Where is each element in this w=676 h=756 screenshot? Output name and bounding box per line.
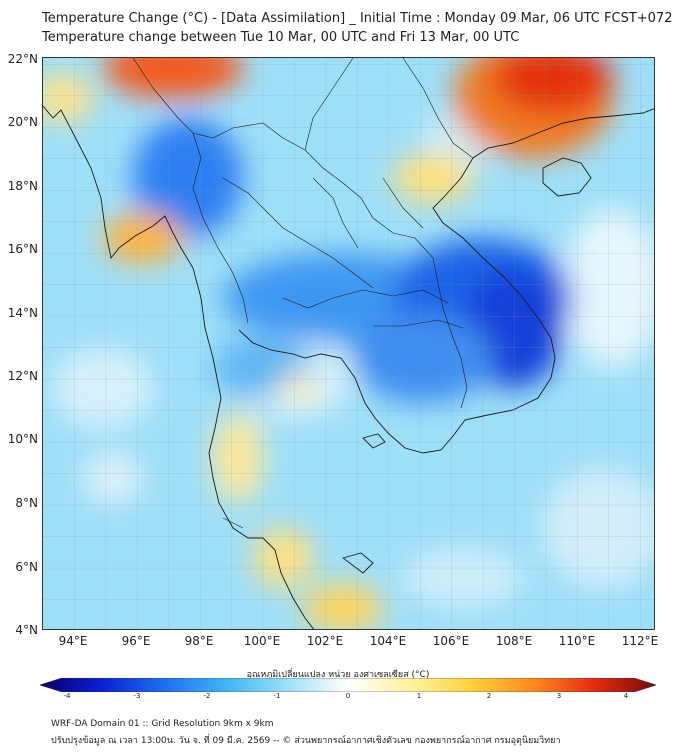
lat-label: 18°N [7,179,38,193]
colorbar-tick: 3 [556,692,562,700]
lat-label: 8°N [15,496,38,510]
coastlines [43,105,654,629]
colorbar-title: อุณหภูมิเปลี่ยนแปลง หน่วย องศาเซลเซียส (… [246,670,430,680]
colorbar-tick: -1 [273,692,281,700]
colorbar-tick: 4 [623,692,629,700]
lon-label: 96°E [121,634,151,648]
graticule [43,58,654,629]
colorbar-tick: -3 [133,692,141,700]
colorbar-tick: -2 [203,692,211,700]
country-borders [132,58,474,529]
map-title: Temperature Change (°C) - [Data Assimila… [42,11,673,26]
lat-label: 6°N [15,560,38,574]
lon-label: 98°E [184,634,214,648]
temperature-change-map [42,57,655,630]
colorbar [40,678,656,692]
lat-label: 22°N [7,52,38,66]
lon-label: 102°E [306,634,344,648]
lat-label: 14°N [7,306,38,320]
lat-label: 10°N [7,432,38,446]
lon-label: 106°E [432,634,470,648]
colorbar-tick: 1 [416,692,422,700]
lat-label: 4°N [15,623,38,637]
lon-label: 104°E [369,634,407,648]
lat-label: 20°N [7,115,38,129]
colorbar-tick: -4 [63,692,71,700]
lon-label: 112°E [621,634,659,648]
lon-label: 108°E [495,634,533,648]
lon-label: 110°E [558,634,596,648]
colorbar-tick: 0 [345,692,351,700]
lon-label: 100°E [243,634,281,648]
lat-label: 16°N [7,242,38,256]
lon-label: 94°E [58,634,88,648]
footer-model-info: WRF-DA Domain 01 :: Grid Resolution 9km … [51,719,274,729]
footer-credit: ปรับปรุงข้อมูล ณ เวลา 13:00น. วัน จ. ที่… [51,736,561,746]
map-subtitle: Temperature change between Tue 10 Mar, 0… [42,30,520,45]
colorbar-tick: 2 [486,692,492,700]
lat-label: 12°N [7,369,38,383]
